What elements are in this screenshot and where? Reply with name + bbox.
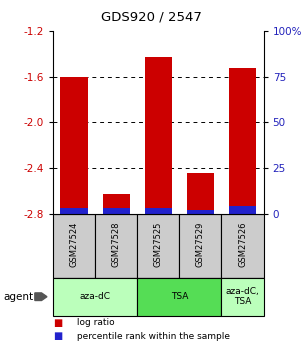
Text: agent: agent: [3, 292, 33, 302]
Bar: [53, 214, 95, 278]
Bar: [102, 208, 130, 214]
Bar: [229, 68, 256, 214]
Bar: [179, 214, 221, 278]
Bar: [60, 208, 88, 214]
Bar: [137, 214, 179, 278]
Bar: [53, 278, 137, 316]
Bar: [145, 208, 172, 214]
Bar: [95, 214, 137, 278]
Bar: [137, 278, 221, 316]
Bar: [60, 77, 88, 214]
Text: aza-dC: aza-dC: [80, 292, 111, 301]
Text: log ratio: log ratio: [74, 318, 115, 327]
Text: aza-dC,
TSA: aza-dC, TSA: [226, 287, 259, 306]
Text: GDS920 / 2547: GDS920 / 2547: [101, 10, 202, 23]
Bar: [102, 195, 130, 214]
Bar: [187, 210, 214, 214]
Bar: [221, 278, 264, 316]
Bar: [145, 57, 172, 214]
Bar: [221, 214, 264, 278]
Bar: [187, 173, 214, 214]
Text: percentile rank within the sample: percentile rank within the sample: [74, 332, 230, 341]
Text: TSA: TSA: [171, 292, 188, 301]
Bar: [229, 206, 256, 214]
Text: GSM27528: GSM27528: [112, 222, 121, 267]
Text: GSM27529: GSM27529: [196, 222, 205, 267]
Text: ■: ■: [53, 318, 62, 327]
Text: ■: ■: [53, 332, 62, 341]
Text: GSM27526: GSM27526: [238, 222, 247, 267]
Text: GSM27524: GSM27524: [70, 222, 78, 267]
Text: GSM27525: GSM27525: [154, 222, 163, 267]
